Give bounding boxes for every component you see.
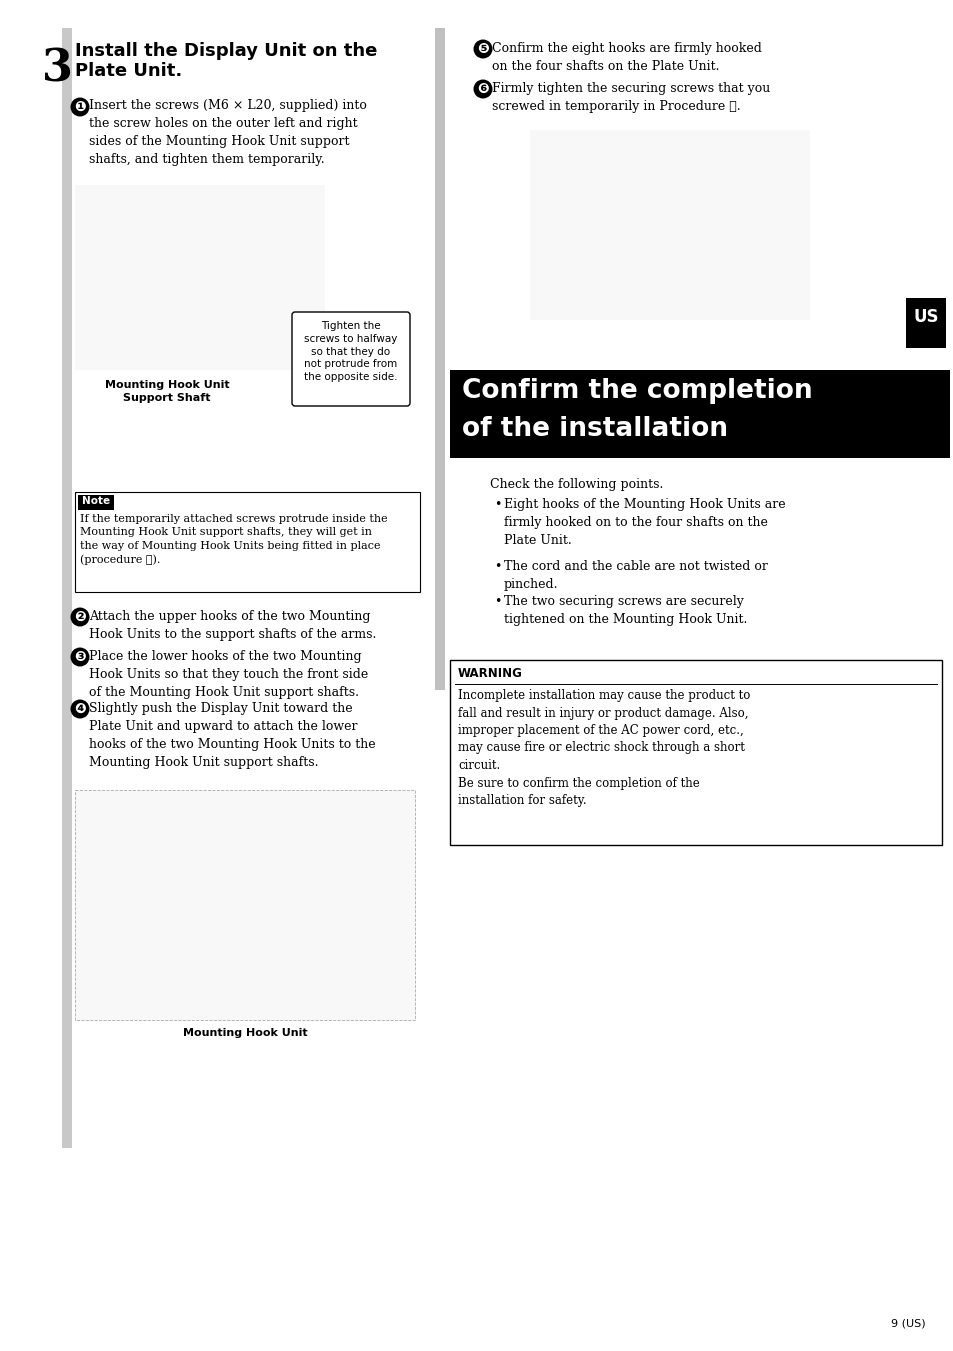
Text: Eight hooks of the Mounting Hook Units are
firmly hooked on to the four shafts o: Eight hooks of the Mounting Hook Units a… <box>503 499 785 547</box>
Text: Install the Display Unit on the: Install the Display Unit on the <box>75 42 377 59</box>
Bar <box>435 28 444 628</box>
Text: Tighten the
screws to halfway
so that they do
not protrude from
the opposite sid: Tighten the screws to halfway so that th… <box>304 322 397 382</box>
Text: The two securing screws are securely
tightened on the Mounting Hook Unit.: The two securing screws are securely tig… <box>503 594 746 626</box>
Text: Attach the upper hooks of the two Mounting
Hook Units to the support shafts of t: Attach the upper hooks of the two Mounti… <box>89 611 376 640</box>
Text: The cord and the cable are not twisted or
pinched.: The cord and the cable are not twisted o… <box>503 561 767 590</box>
Bar <box>75 492 419 592</box>
Bar <box>75 185 325 370</box>
Bar <box>78 494 113 509</box>
Text: 3: 3 <box>42 49 73 91</box>
Text: If the temporarily attached screws protrude inside the
Mounting Hook Unit suppor: If the temporarily attached screws protr… <box>80 513 387 565</box>
Text: of the installation: of the installation <box>461 416 727 442</box>
Text: Confirm the completion: Confirm the completion <box>461 378 812 404</box>
Text: WARNING: WARNING <box>457 667 522 680</box>
Text: Place the lower hooks of the two Mounting
Hook Units so that they touch the fron: Place the lower hooks of the two Mountin… <box>89 650 368 698</box>
Bar <box>435 470 444 690</box>
Bar <box>450 370 949 458</box>
Bar <box>75 790 415 1020</box>
Text: ❸: ❸ <box>74 650 86 663</box>
Text: ❺: ❺ <box>476 42 488 55</box>
Text: ❶: ❶ <box>74 100 86 113</box>
Bar <box>450 661 941 844</box>
Bar <box>905 299 945 349</box>
Text: 9 (US): 9 (US) <box>890 1319 925 1329</box>
Text: Incomplete installation may cause the product to
fall and result in injury or pr: Incomplete installation may cause the pr… <box>457 689 750 807</box>
Text: US: US <box>912 308 938 326</box>
Text: •: • <box>494 499 501 511</box>
Text: Insert the screws (M6 × L20, supplied) into
the screw holes on the outer left an: Insert the screws (M6 × L20, supplied) i… <box>89 99 367 166</box>
Text: Note: Note <box>82 496 110 507</box>
Text: ❹: ❹ <box>74 703 86 716</box>
Text: Check the following points.: Check the following points. <box>490 478 662 490</box>
Text: Plate Unit.: Plate Unit. <box>75 62 182 80</box>
Text: Slightly push the Display Unit toward the
Plate Unit and upward to attach the lo: Slightly push the Display Unit toward th… <box>89 703 375 769</box>
Text: Confirm the eight hooks are firmly hooked
on the four shafts on the Plate Unit.: Confirm the eight hooks are firmly hooke… <box>492 42 761 73</box>
Text: ❻: ❻ <box>476 82 488 96</box>
Text: Firmly tighten the securing screws that you
screwed in temporarily in Procedure : Firmly tighten the securing screws that … <box>492 82 769 113</box>
Text: Mounting Hook Unit: Mounting Hook Unit <box>182 1028 307 1038</box>
FancyBboxPatch shape <box>292 312 410 407</box>
Text: •: • <box>494 594 501 608</box>
Text: Mounting Hook Unit
Support Shaft: Mounting Hook Unit Support Shaft <box>105 380 229 403</box>
Text: ❷: ❷ <box>74 611 86 624</box>
Text: •: • <box>494 561 501 573</box>
Bar <box>530 130 809 320</box>
Bar <box>62 28 71 1148</box>
